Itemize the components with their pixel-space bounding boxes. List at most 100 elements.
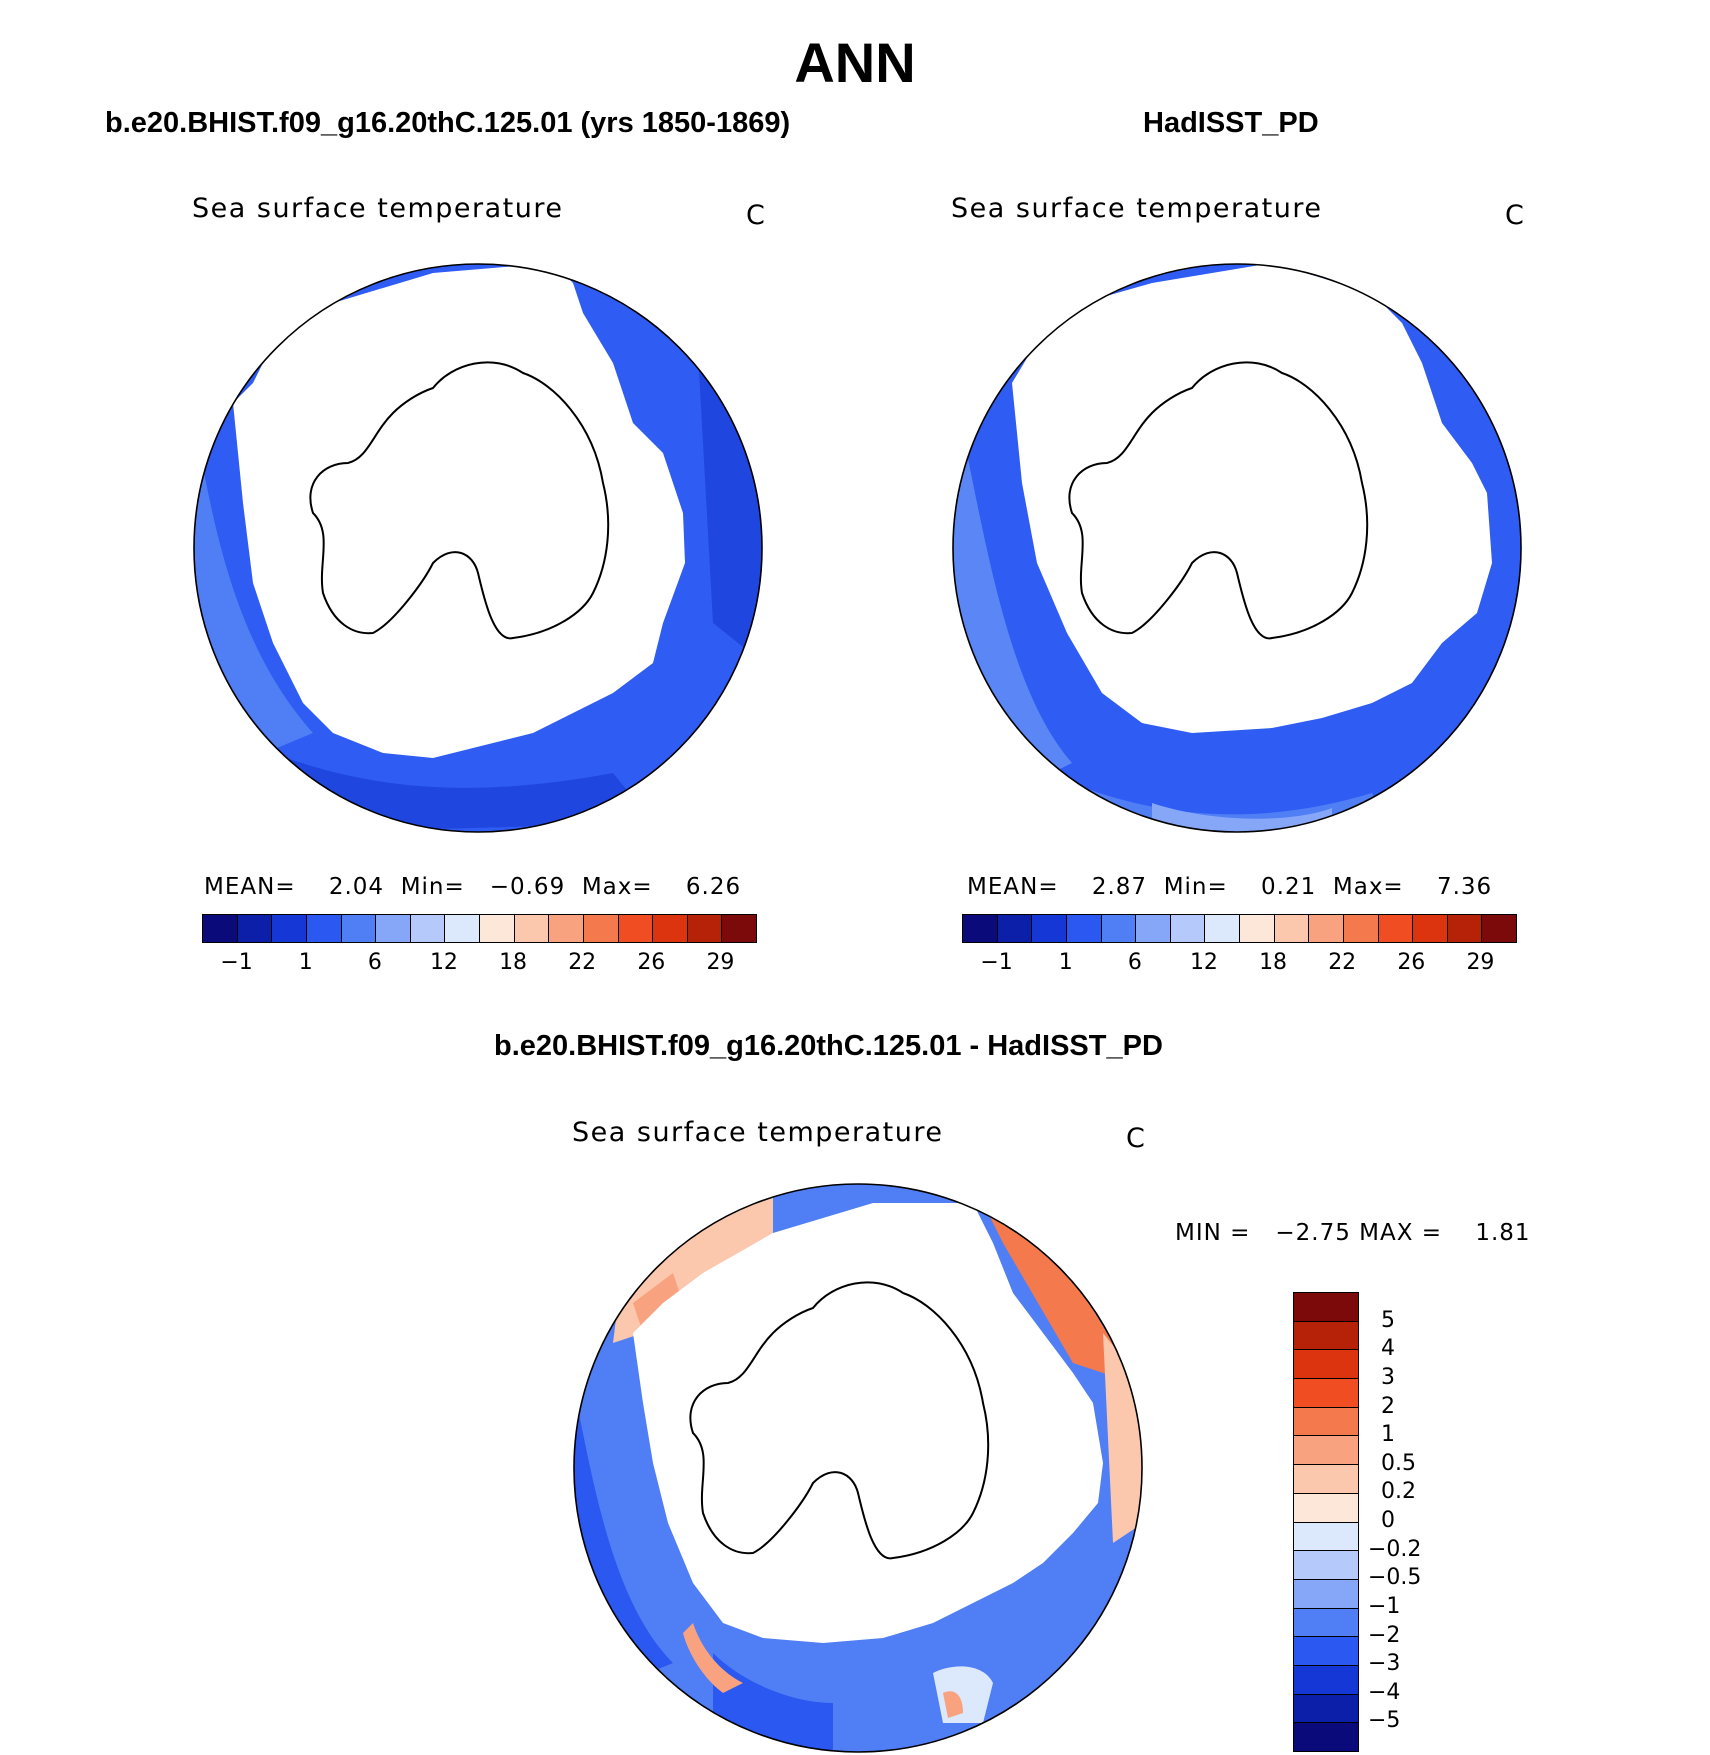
panel-2-units-label: C — [1505, 200, 1524, 231]
panel-2-colorbar-swatch — [1309, 915, 1344, 942]
panel-3-colorbar-swatch — [1294, 1637, 1358, 1666]
panel-2-colorbar-tick-label: 18 — [1259, 950, 1288, 975]
panel-1-colorbar-swatch — [445, 915, 480, 942]
panel-3-colorbar-tick-label: −4 — [1368, 1679, 1401, 1705]
page-title: ANN — [794, 31, 916, 94]
panel-3-stats: MIN = −2.75 MAX = 1.81 — [1175, 1220, 1531, 1246]
panel-3-colorbar-tick-label: −5 — [1368, 1708, 1401, 1734]
panel-3-colorbar-tick-label: −3 — [1368, 1651, 1401, 1677]
panel-1-colorbar-tick-label: −1 — [220, 950, 253, 975]
panel-3-polar-map — [573, 1183, 1143, 1753]
panel-3-colorbar-swatch — [1294, 1694, 1358, 1724]
panel-2-colorbar-tick-label: 12 — [1189, 950, 1218, 975]
panel-3-colorbar-swatch — [1294, 1379, 1358, 1408]
panel-3-colorbar-tick-label: 2 — [1381, 1393, 1395, 1419]
panel-2-mean-label: MEAN= — [967, 874, 1059, 900]
panel-1-max-value: 6.26 — [685, 874, 742, 900]
panel-3-map-border — [573, 1183, 1143, 1753]
panel-1-colorbar-tick-label: 26 — [637, 950, 666, 975]
panel-1-stats: MEAN= 2.04 Min= −0.69 Max= 6.26 — [204, 874, 741, 900]
panel-1-colorbar-swatch — [549, 915, 584, 942]
panel-1-mean-label: MEAN= — [204, 874, 296, 900]
panel-1-colorbar-tick-label: 29 — [706, 950, 735, 975]
panel-1-min-value: −0.69 — [489, 874, 566, 900]
panel-3-colorbar-swatch — [1294, 1551, 1358, 1580]
panel-1-colorbar-swatch — [687, 915, 723, 942]
panel-3-colorbar-tick-label: −0.2 — [1368, 1536, 1422, 1562]
panel-2-colorbar-swatch — [1032, 915, 1067, 942]
panel-1-colorbar-tick-label: 1 — [298, 950, 313, 975]
panel-3-colorbar-swatch — [1294, 1493, 1358, 1523]
panel-2-max-value: 7.36 — [1436, 874, 1493, 900]
panel-2-colorbar-swatch — [1205, 915, 1240, 942]
panel-3-units-label: C — [1126, 1123, 1145, 1154]
panel-3-variable-label: Sea surface temperature — [572, 1117, 944, 1148]
panel-3-colorbar-swatch — [1294, 1723, 1358, 1751]
panel-2-colorbar-tick-label: −1 — [980, 950, 1013, 975]
panel-2-colorbar-swatch — [1413, 915, 1448, 942]
panel-3-colorbar-swatch — [1294, 1350, 1358, 1380]
panel-1-colorbar-swatch — [306, 915, 342, 942]
panel-2-variable-label: Sea surface temperature — [951, 193, 1323, 224]
panel-1-antarctica-coastline — [309, 361, 610, 640]
panel-2-max-label: Max= — [1332, 874, 1404, 900]
panel-2-colorbar-swatch — [1240, 915, 1275, 942]
panel-1-colorbar-swatch — [272, 915, 307, 942]
panel-3-colorbar-swatch — [1294, 1608, 1358, 1638]
panel-1-colorbar-tick-label: 18 — [499, 950, 528, 975]
panel-1-colorbar-swatch — [237, 915, 273, 942]
panel-2-colorbar-swatch — [997, 915, 1033, 942]
panel-2-mean-value: 2.87 — [1091, 874, 1148, 900]
panel-3-colorbar-swatch — [1294, 1465, 1358, 1494]
panel-3-colorbar-tick-label: 0 — [1381, 1508, 1395, 1533]
panel-3-title: b.e20.BHIST.f09_g16.20thC.125.01 - HadIS… — [494, 1030, 1163, 1062]
panel-1-colorbar-swatch — [480, 915, 515, 942]
panel-2-colorbar-tick-label: 1 — [1058, 950, 1073, 975]
panel-1-mean-value: 2.04 — [328, 874, 385, 900]
panel-2-title: HadISST_PD — [1143, 107, 1319, 139]
panel-3-colorbar-swatch — [1294, 1293, 1358, 1322]
panel-1-colorbar-swatch — [722, 915, 756, 942]
panel-2-colorbar-swatch — [963, 915, 998, 942]
panel-2-colorbar-tick-label: 6 — [1127, 950, 1142, 975]
panel-2-colorbar-swatch — [1378, 915, 1414, 942]
panel-1-variable-label: Sea surface temperature — [192, 193, 564, 224]
panel-1-colorbar-swatch — [376, 915, 411, 942]
panel-3-colorbar — [1293, 1292, 1359, 1752]
panel-3-colorbar-tick-label: 3 — [1381, 1364, 1395, 1390]
panel-1-min-label: Min= — [400, 874, 465, 900]
panel-3-max-value: 1.81 — [1475, 1220, 1531, 1246]
panel-3-colorbar-tick-label: 0.2 — [1381, 1479, 1416, 1505]
panel-3-colorbar-tick-label: 5 — [1381, 1307, 1395, 1333]
panel-3-colorbar-tick-label: −1 — [1368, 1593, 1401, 1619]
panel-2-colorbar-tick-label: 26 — [1397, 950, 1426, 975]
panel-1-colorbar-tick-label: 22 — [568, 950, 597, 975]
panel-3-colorbar-swatch — [1294, 1522, 1358, 1552]
panel-2-colorbar-swatch — [1343, 915, 1379, 942]
panel-1-colorbar-tick-label: 6 — [367, 950, 382, 975]
panel-2-colorbar-tick-label: 29 — [1466, 950, 1495, 975]
panel-1-colorbar-ticks: −1 1 6 12 18 22 26 29 — [202, 950, 755, 980]
panel-1-colorbar-swatch — [514, 915, 550, 942]
panel-1-title: b.e20.BHIST.f09_g16.20thC.125.01 (yrs 18… — [105, 107, 791, 139]
panel-3-colorbar-swatch — [1294, 1407, 1358, 1437]
panel-1-colorbar-swatch — [618, 915, 654, 942]
panel-2-colorbar-ticks: −1 1 6 12 18 22 26 29 — [962, 950, 1515, 980]
panel-2-colorbar-swatch — [1101, 915, 1137, 942]
panel-3-colorbar-tick-label: −2 — [1368, 1622, 1401, 1648]
panel-1-map-border — [193, 263, 763, 833]
panel-3-min-value: −2.75 — [1275, 1220, 1351, 1246]
panel-3-colorbar-ticks: 5 4 3 2 1 0.5 0.2 0 −0.2 −0.5 −1 −2 −3 −4 −5 — [1368, 1292, 1458, 1750]
panel-3-colorbar-tick-label: 1 — [1381, 1422, 1395, 1448]
panel-1-colorbar — [202, 914, 757, 943]
panel-2-polar-map — [952, 263, 1522, 833]
panel-3-colorbar-tick-label: 0.5 — [1381, 1450, 1416, 1476]
panel-3-colorbar-swatch — [1294, 1436, 1358, 1466]
panel-2-min-label: Min= — [1163, 874, 1228, 900]
panel-3-colorbar-swatch — [1294, 1321, 1358, 1351]
panel-3-colorbar-swatch — [1294, 1665, 1358, 1695]
panel-1-colorbar-tick-label: 12 — [429, 950, 458, 975]
panel-2-colorbar-swatch — [1274, 915, 1310, 942]
panel-1-colorbar-swatch — [583, 915, 619, 942]
panel-2-colorbar-tick-label: 22 — [1328, 950, 1357, 975]
